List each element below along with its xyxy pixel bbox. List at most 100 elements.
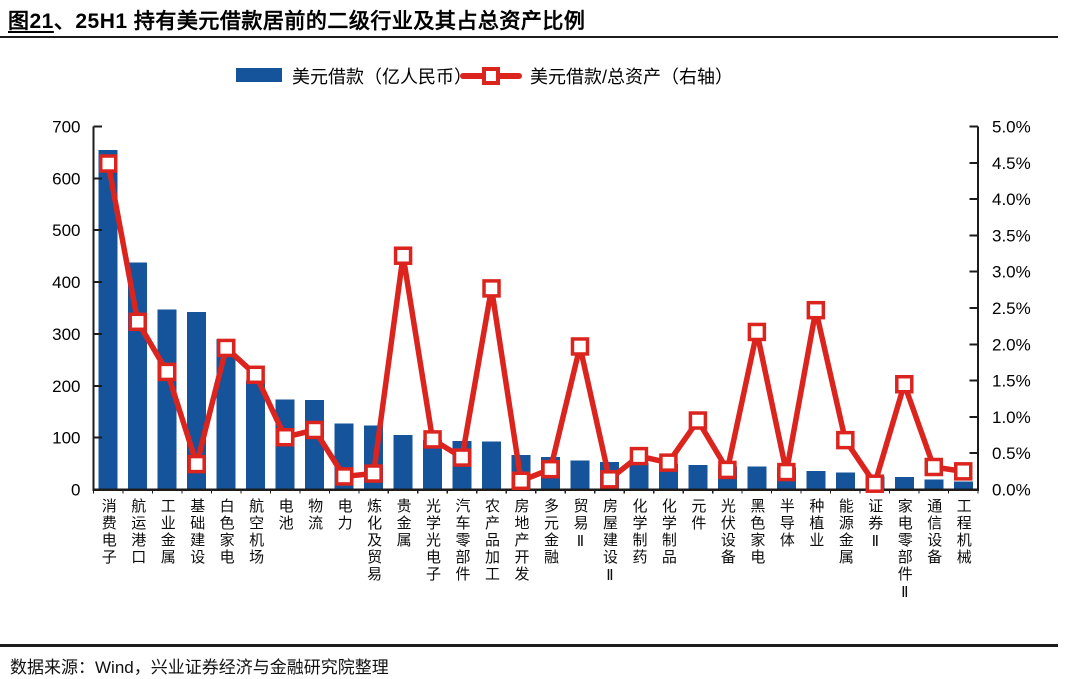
y-axis-label-right: 2.5% <box>992 299 1031 318</box>
x-axis-label: 黑色家电 <box>748 498 766 566</box>
x-axis-label: 能源金属 <box>836 498 854 566</box>
ratio-marker <box>128 312 147 332</box>
x-axis-label: 消费电子 <box>99 498 117 566</box>
square-marker-icon <box>482 67 500 85</box>
x-axis-label: 元件 <box>689 498 707 532</box>
ratio-marker <box>541 459 560 479</box>
x-axis-label: 白色家电 <box>217 498 235 566</box>
ratio-marker <box>511 471 531 491</box>
bar <box>423 440 443 490</box>
ratio-marker <box>895 374 914 394</box>
y-axis-label-left: 600 <box>52 169 80 188</box>
y-axis-label-right: 1.0% <box>992 408 1031 427</box>
bar <box>894 477 914 490</box>
x-axis-label: 电池 <box>276 498 294 532</box>
bar <box>570 460 590 490</box>
y-axis-label-right: 1.5% <box>992 372 1031 391</box>
bar <box>629 463 649 490</box>
y-axis-label-left: 200 <box>52 377 80 396</box>
bar <box>393 435 413 490</box>
y-axis-label-right: 4.0% <box>992 190 1031 209</box>
y-axis-label-right: 3.0% <box>992 263 1031 282</box>
x-axis-label: 基础建设 <box>188 498 206 566</box>
ratio-marker <box>629 446 649 466</box>
x-axis-label: 电力 <box>335 498 353 532</box>
y-axis-label-left: 100 <box>52 429 80 448</box>
ratio-marker <box>187 454 206 474</box>
bar-series-label: 美元借款（亿人民币） <box>292 67 472 87</box>
y-axis-label-right: 4.5% <box>992 154 1031 173</box>
ratio-marker <box>216 338 236 358</box>
x-axis-label: 光伏设备 <box>718 498 736 566</box>
y-axis-label-left: 300 <box>52 325 80 344</box>
y-axis-label-right: 0.0% <box>992 481 1031 500</box>
x-axis-label: 房地产开发 <box>512 498 530 583</box>
title-divider <box>0 36 1058 38</box>
bar <box>98 149 118 490</box>
ratio-marker <box>98 154 118 173</box>
bar <box>747 466 767 490</box>
ratio-marker <box>423 430 442 449</box>
y-axis-label-right: 3.5% <box>992 226 1031 245</box>
x-axis-label: 农产品加工 <box>483 498 501 583</box>
chart-legend: 美元借款（亿人民币） 美元借款/总资产（右轴） <box>0 60 1080 90</box>
bar <box>924 479 944 490</box>
title-figure-number: 图21 <box>8 10 54 33</box>
ratio-marker <box>924 457 944 477</box>
data-source-text: 数据来源：Wind，兴业证券经济与金融研究院整理 <box>10 658 389 677</box>
bar <box>688 465 708 490</box>
ratio-marker <box>452 448 472 467</box>
ratio-marker <box>305 420 324 440</box>
ratio-marker <box>246 365 265 385</box>
y-axis-label-right: 0.5% <box>992 444 1031 463</box>
x-axis-label: 通信设备 <box>925 498 943 566</box>
x-axis-label: 多元金融 <box>541 498 559 566</box>
x-axis-label: 工业金属 <box>158 498 176 566</box>
ratio-marker <box>865 474 885 493</box>
ratio-marker <box>954 462 973 481</box>
y-axis-label-left: 0 <box>71 481 80 500</box>
line-series-marker <box>460 63 522 87</box>
x-axis-label: 汽车零部件 <box>453 498 471 583</box>
x-axis-label: 化学制药 <box>630 498 648 566</box>
bar-series-swatch <box>236 68 282 82</box>
ratio-marker <box>836 430 855 450</box>
ratio-marker <box>718 460 737 480</box>
bar <box>953 481 973 490</box>
ratio-marker <box>570 337 590 356</box>
ratio-marker <box>777 462 796 482</box>
x-axis-label: 证券Ⅱ <box>866 498 884 552</box>
footer-divider <box>0 644 1058 647</box>
x-axis-label: 物流 <box>306 498 324 532</box>
ratio-marker <box>747 322 767 342</box>
ratio-marker <box>659 453 678 472</box>
bar <box>246 380 266 490</box>
page-title: 图21、25H1 持有美元借款居前的二级行业及其占总资产比例 <box>8 5 585 35</box>
title-text: 、25H1 持有美元借款居前的二级行业及其占总资产比例 <box>53 10 586 33</box>
y-axis-label-left: 400 <box>52 273 80 292</box>
ratio-marker <box>688 411 708 430</box>
x-axis-label: 航运港口 <box>129 498 147 566</box>
y-axis-label-left: 500 <box>52 221 80 240</box>
ratio-marker <box>393 246 413 265</box>
x-axis-label: 光学光电子 <box>424 498 442 583</box>
ratio-marker <box>806 300 826 320</box>
x-axis-label: 房屋建设Ⅱ <box>600 498 618 586</box>
ratio-marker <box>157 362 177 382</box>
ratio-marker <box>482 279 501 298</box>
x-axis-label: 化学制品 <box>659 498 677 566</box>
y-axis-label-left: 700 <box>52 118 80 137</box>
ratio-line <box>105 160 967 487</box>
bar <box>806 470 826 490</box>
x-axis-label: 半导体 <box>777 498 795 549</box>
ratio-marker <box>364 464 383 483</box>
y-axis-label-right: 2.0% <box>992 335 1031 354</box>
bar <box>482 441 502 490</box>
ratio-marker <box>600 470 619 489</box>
bar <box>835 472 855 490</box>
x-axis-label: 贵金属 <box>394 498 412 549</box>
x-axis-label: 种植业 <box>807 498 825 549</box>
ratio-marker <box>275 427 295 447</box>
